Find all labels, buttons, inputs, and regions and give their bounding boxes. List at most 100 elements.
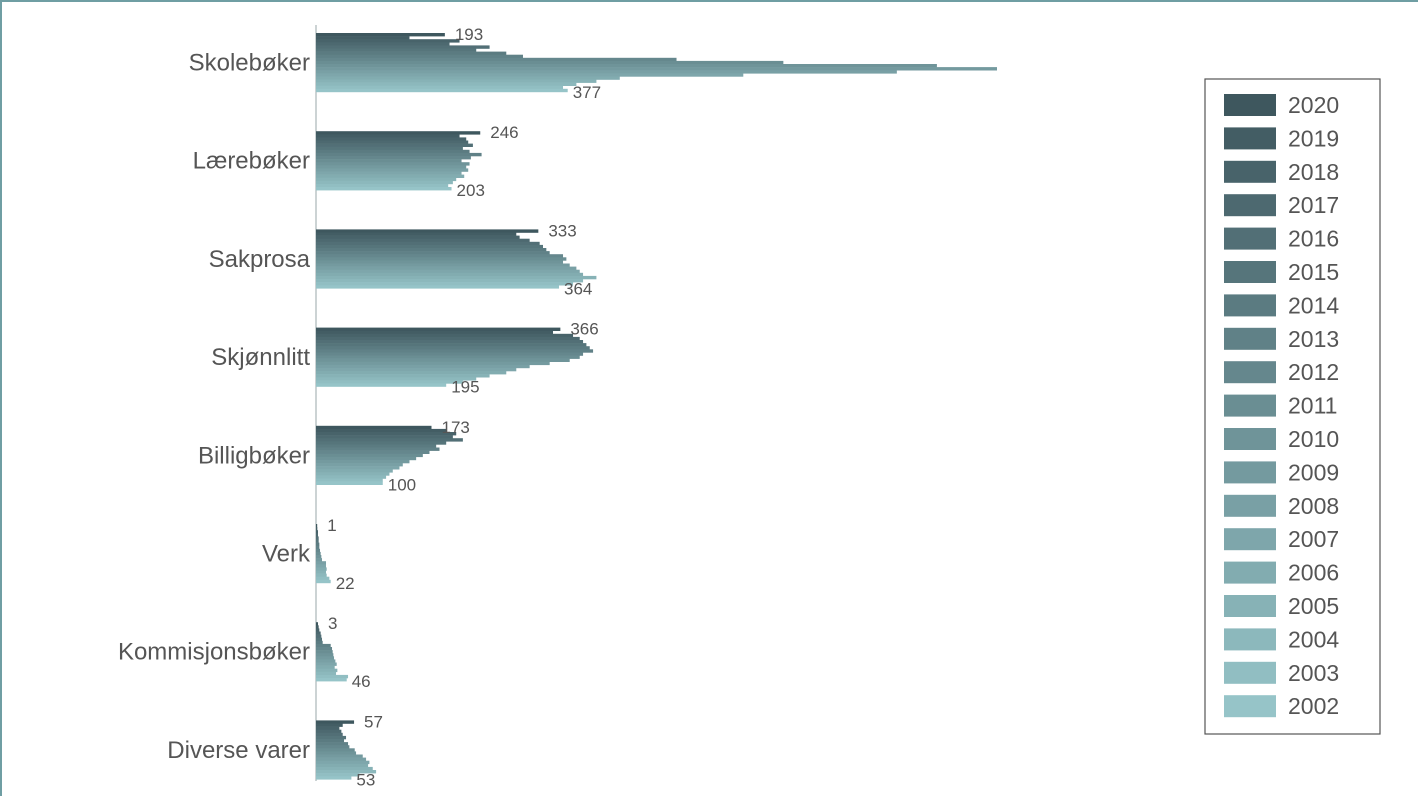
bar — [316, 653, 334, 657]
bar — [316, 377, 477, 381]
bar — [316, 472, 390, 476]
bar — [316, 748, 355, 752]
bar — [316, 561, 327, 565]
bar — [316, 524, 318, 528]
legend-label: 2009 — [1288, 459, 1339, 485]
bar — [316, 441, 447, 445]
data-label-last: 364 — [564, 279, 592, 298]
data-label-last: 195 — [451, 378, 479, 397]
bar — [316, 159, 462, 163]
bar — [316, 726, 340, 730]
data-label-first: 366 — [570, 320, 598, 339]
bar — [316, 48, 477, 52]
bar — [316, 760, 370, 765]
bar — [316, 533, 318, 537]
legend-swatch — [1224, 327, 1276, 350]
legend-swatch — [1224, 428, 1276, 450]
legend-swatch — [1224, 595, 1276, 617]
bar — [316, 177, 457, 182]
bar-group: Skolebøker 193 377 — [189, 25, 997, 102]
legend-swatch — [1224, 661, 1276, 684]
bar — [316, 754, 363, 758]
bar — [316, 763, 369, 768]
bar-group: Lærebøker 246 203 — [193, 123, 519, 200]
legend-label: 2010 — [1288, 426, 1339, 452]
bar — [316, 674, 349, 679]
bar — [316, 134, 460, 138]
bar — [316, 647, 333, 651]
bar — [316, 536, 319, 540]
bar — [316, 380, 463, 384]
bar — [316, 39, 460, 43]
category-label: Skolebøker — [189, 49, 310, 76]
legend-label: 2011 — [1288, 393, 1337, 419]
bar — [316, 146, 463, 151]
bar — [316, 625, 319, 629]
bar — [316, 555, 322, 559]
legend-swatch — [1224, 695, 1276, 718]
bar — [316, 564, 327, 568]
bar — [316, 469, 393, 473]
bar — [316, 73, 744, 77]
bar — [316, 751, 357, 755]
bar — [316, 720, 355, 724]
bar — [316, 327, 561, 331]
bar — [316, 232, 517, 236]
bar — [316, 162, 470, 166]
legend-swatch — [1224, 394, 1276, 417]
data-label-last: 203 — [457, 181, 485, 200]
bar — [316, 60, 784, 65]
legend-swatch — [1224, 561, 1276, 584]
bar — [316, 438, 463, 442]
bar — [316, 269, 580, 274]
bar — [316, 770, 377, 774]
bar — [316, 36, 410, 40]
data-label-first: 246 — [490, 123, 518, 142]
bar-group: Verk 1 22 — [262, 516, 355, 593]
category-label: Diverse varer — [167, 737, 310, 764]
data-label-first: 333 — [548, 221, 576, 240]
bar — [316, 745, 350, 749]
bar — [316, 463, 403, 467]
bar — [316, 548, 321, 553]
category-label: Verk — [262, 540, 311, 567]
bar — [316, 131, 481, 135]
bar — [316, 656, 335, 660]
bar — [316, 757, 367, 761]
bar — [316, 739, 345, 743]
legend-swatch — [1224, 194, 1276, 217]
data-label-last: 377 — [573, 83, 601, 102]
data-label-last: 22 — [336, 574, 355, 593]
bar — [316, 168, 469, 172]
bar — [316, 343, 587, 347]
bar — [316, 183, 449, 188]
legend-swatch — [1224, 94, 1276, 116]
bar — [316, 275, 597, 280]
bar — [316, 45, 490, 49]
bar — [316, 432, 457, 436]
bar — [316, 254, 564, 258]
bar — [316, 444, 437, 448]
bar — [316, 361, 550, 366]
bar — [316, 570, 327, 574]
bar — [316, 453, 423, 458]
legend-label: 2003 — [1288, 660, 1339, 686]
bar — [316, 330, 554, 335]
bar — [316, 229, 539, 233]
bar — [316, 67, 997, 71]
bar — [316, 659, 336, 663]
bar — [316, 143, 473, 147]
legend-label: 2008 — [1288, 493, 1339, 519]
bar — [316, 340, 584, 344]
bar — [316, 637, 323, 642]
legend: 2020 2019 2018 2017 2016 2015 2014 2013 2012 2011… — [1204, 78, 1381, 735]
bar — [316, 187, 452, 191]
bar — [316, 475, 387, 479]
legend-swatch — [1224, 160, 1276, 183]
bar — [316, 371, 507, 375]
bar — [316, 665, 335, 669]
bar — [316, 57, 677, 62]
bar — [316, 266, 577, 270]
bar — [316, 263, 570, 267]
